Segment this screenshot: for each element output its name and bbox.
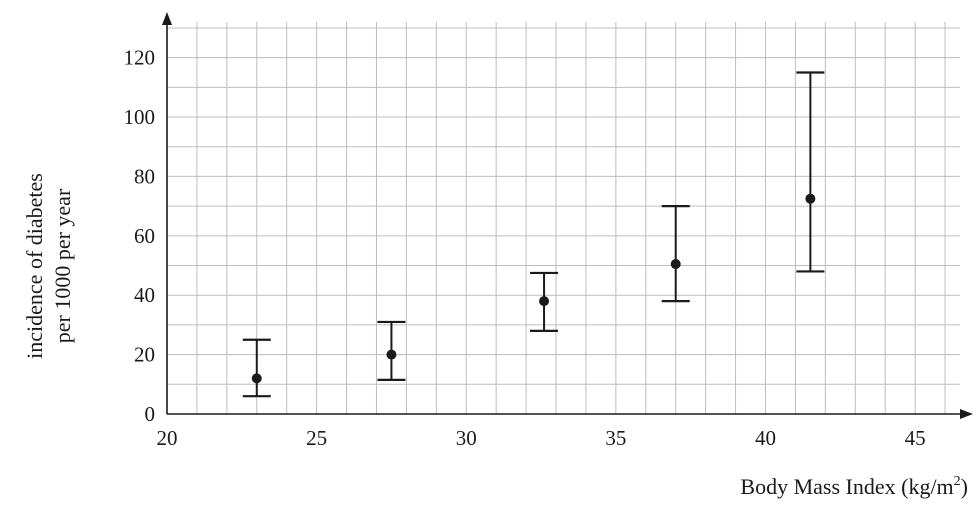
x-tick-label: 30 bbox=[456, 426, 477, 450]
x-axis-label: Body Mass Index (kg/m2) bbox=[740, 474, 968, 499]
x-axis-arrowhead bbox=[960, 409, 973, 419]
x-axis-label-superscript: 2 bbox=[954, 474, 961, 489]
data-point-group bbox=[242, 338, 271, 398]
y-tick-label: 20 bbox=[134, 343, 155, 367]
axes bbox=[162, 12, 973, 419]
data-point-group bbox=[530, 271, 559, 332]
x-tick-label: 40 bbox=[755, 426, 776, 450]
data-point bbox=[251, 373, 262, 384]
data-point bbox=[539, 296, 550, 307]
y-tick-label: 100 bbox=[124, 105, 156, 129]
y-axis-label-line-2: per 1000 per year bbox=[50, 188, 75, 343]
x-axis-label-main: Body Mass Index (kg/m bbox=[740, 474, 953, 499]
data-point-group bbox=[796, 71, 825, 273]
data-point bbox=[386, 349, 397, 360]
data-point bbox=[670, 259, 681, 270]
y-tick-label: 0 bbox=[145, 402, 156, 426]
data-point bbox=[805, 193, 816, 204]
x-tick-label: 20 bbox=[157, 426, 178, 450]
y-axis-label-line-1: incidence of diabetes bbox=[22, 173, 47, 359]
x-tick-label: 25 bbox=[306, 426, 327, 450]
y-tick-label: 120 bbox=[124, 46, 156, 70]
grid-lines bbox=[167, 22, 960, 414]
y-tick-labels: 0 20 40 60 80 100 120 bbox=[124, 46, 156, 426]
data-series bbox=[242, 71, 825, 398]
y-tick-label: 60 bbox=[134, 224, 155, 248]
x-tick-label: 45 bbox=[905, 426, 926, 450]
y-tick-label: 80 bbox=[134, 164, 155, 188]
y-tick-label: 40 bbox=[134, 283, 155, 307]
data-point-group bbox=[377, 320, 406, 381]
x-tick-label: 35 bbox=[605, 426, 626, 450]
y-axis-arrowhead bbox=[162, 12, 172, 25]
data-point-group bbox=[661, 205, 690, 303]
y-axis-label: incidence of diabetes per 1000 per year bbox=[22, 173, 75, 359]
x-tick-labels: 20 25 30 35 40 45 bbox=[157, 426, 926, 450]
x-axis-label-close: ) bbox=[961, 474, 968, 499]
